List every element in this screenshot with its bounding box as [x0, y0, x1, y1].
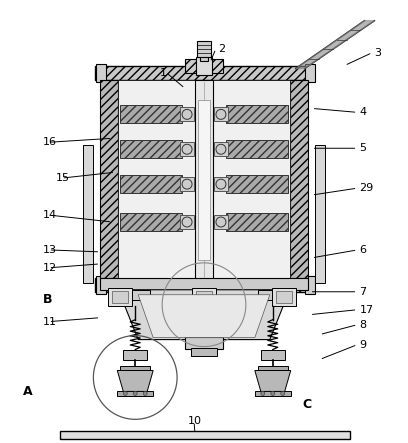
Bar [195, 81, 213, 295]
Bar [120, 365, 150, 370]
Text: B: B [42, 293, 52, 306]
Polygon shape [296, 21, 375, 69]
Bar [192, 288, 216, 306]
Bar [290, 81, 308, 278]
Bar [261, 350, 285, 360]
Text: 11: 11 [42, 317, 57, 326]
Bar [112, 291, 128, 303]
Bar [191, 348, 217, 356]
Bar [315, 145, 325, 283]
Text: 5: 5 [359, 143, 366, 153]
Bar [185, 58, 223, 73]
Bar [226, 140, 288, 158]
Bar [202, 43, 206, 51]
Bar [214, 142, 228, 156]
Circle shape [123, 392, 127, 396]
Bar [117, 392, 153, 396]
Circle shape [281, 392, 285, 396]
Circle shape [216, 144, 226, 154]
Text: 10: 10 [188, 416, 202, 426]
Bar [226, 175, 288, 193]
Text: 1: 1 [160, 67, 167, 78]
Bar [305, 63, 315, 82]
Bar [96, 276, 106, 294]
Bar [185, 337, 223, 349]
Bar [200, 49, 208, 61]
Bar [305, 276, 315, 294]
Circle shape [271, 392, 275, 396]
Bar [180, 177, 194, 191]
Text: 7: 7 [359, 287, 367, 297]
Text: 8: 8 [359, 320, 367, 330]
Circle shape [216, 179, 226, 189]
Bar [214, 107, 228, 121]
Text: 6: 6 [359, 245, 366, 255]
Bar [120, 290, 150, 300]
Bar [120, 213, 182, 231]
Bar [120, 175, 182, 193]
Text: 2: 2 [218, 43, 225, 54]
Bar [95, 278, 313, 292]
Circle shape [182, 144, 192, 154]
Bar [96, 63, 106, 82]
Bar [226, 105, 288, 123]
Polygon shape [138, 295, 270, 338]
Bar [95, 66, 313, 81]
Text: 13: 13 [42, 245, 57, 255]
Bar [180, 107, 194, 121]
Circle shape [182, 179, 192, 189]
Circle shape [182, 109, 192, 119]
Bar [214, 215, 228, 229]
Text: 16: 16 [42, 137, 57, 147]
Bar [120, 140, 182, 158]
Bar [272, 288, 296, 306]
Text: 9: 9 [359, 340, 367, 350]
Bar [197, 41, 211, 57]
Polygon shape [117, 370, 153, 392]
Bar [226, 213, 288, 231]
Text: 15: 15 [55, 173, 69, 183]
Bar [258, 365, 288, 370]
Text: 14: 14 [42, 210, 57, 220]
Circle shape [216, 109, 226, 119]
Text: 12: 12 [42, 263, 57, 273]
Bar [198, 101, 210, 260]
Text: C: C [303, 398, 312, 411]
Circle shape [216, 217, 226, 227]
Bar [276, 291, 292, 303]
Bar [120, 105, 182, 123]
Bar [109, 288, 132, 306]
Bar [255, 392, 291, 396]
Bar [196, 57, 212, 74]
Circle shape [143, 392, 147, 396]
Bar [100, 81, 118, 278]
Bar [118, 81, 290, 278]
Bar [258, 290, 288, 300]
Text: 17: 17 [359, 305, 374, 315]
Bar [100, 278, 308, 290]
Bar [214, 177, 228, 191]
Bar [196, 291, 212, 303]
Circle shape [182, 217, 192, 227]
Bar [60, 431, 350, 439]
Bar [83, 145, 93, 283]
Text: A: A [22, 385, 32, 398]
Polygon shape [118, 290, 290, 340]
Text: 29: 29 [359, 183, 374, 193]
Text: 4: 4 [359, 107, 367, 117]
Bar [180, 142, 194, 156]
Bar [180, 215, 194, 229]
Bar [123, 350, 147, 360]
Circle shape [133, 392, 137, 396]
Circle shape [261, 392, 265, 396]
Text: 3: 3 [375, 47, 381, 58]
Polygon shape [255, 370, 291, 392]
